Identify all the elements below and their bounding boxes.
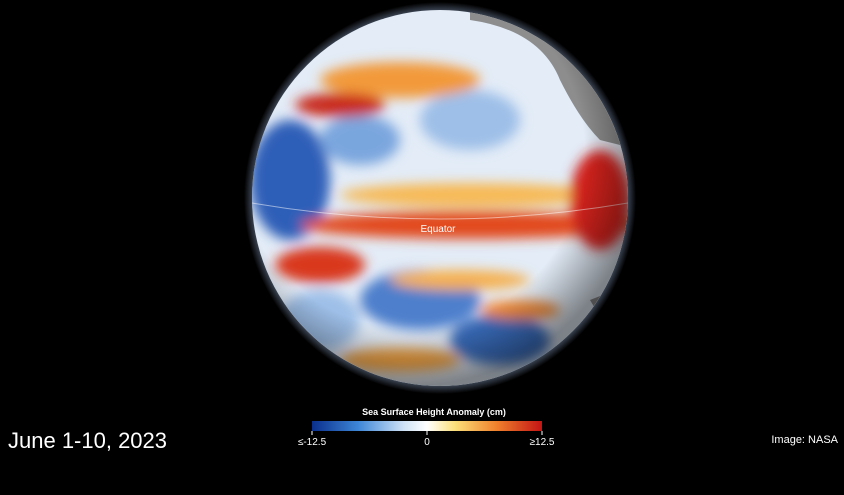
credit: Image: NASA bbox=[771, 434, 838, 446]
tick-label: 0 bbox=[424, 437, 430, 448]
equator-label: Equator bbox=[420, 224, 456, 235]
colorbar bbox=[312, 421, 542, 431]
legend-title: Sea Surface Height Anomaly (cm) bbox=[362, 407, 506, 417]
tick-label: ≥12.5 bbox=[530, 437, 555, 448]
date: June 1-10, 2023 bbox=[8, 428, 167, 453]
tick-label: ≤-12.5 bbox=[298, 437, 327, 448]
globe bbox=[252, 10, 628, 386]
